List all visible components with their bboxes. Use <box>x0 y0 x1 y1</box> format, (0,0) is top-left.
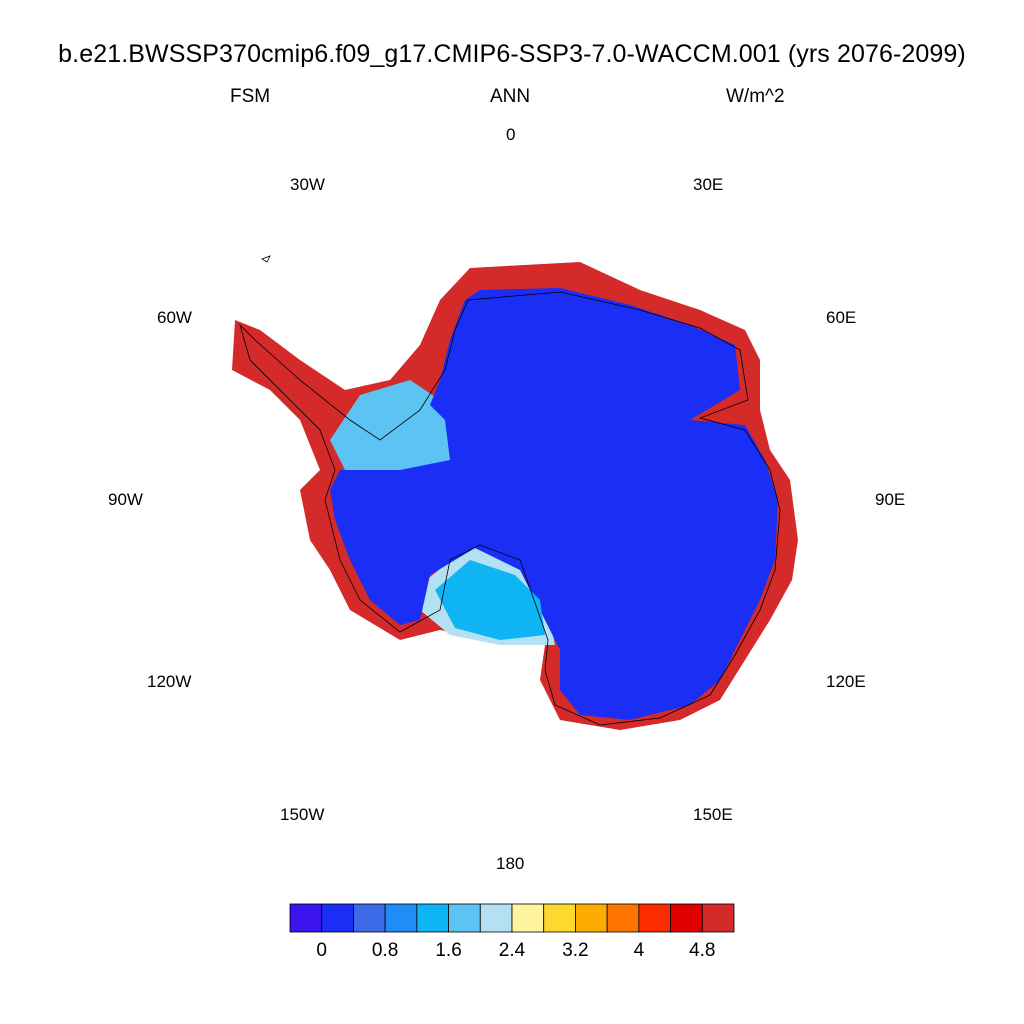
variable-label: FSM <box>230 86 271 107</box>
colorbar-box <box>511 903 545 933</box>
colorbar-tick-label: 4.8 <box>689 940 715 961</box>
colorbar-box <box>416 903 449 933</box>
colorbar-box <box>479 903 513 933</box>
ice-sheet-interior <box>330 288 778 720</box>
units-label: W/m^2 <box>726 86 785 107</box>
island-outline <box>261 255 271 263</box>
lon-label-150w: 150W <box>280 805 325 824</box>
colorbar-box <box>448 903 481 933</box>
lon-label-30e: 30E <box>693 175 724 194</box>
colorbar-box <box>321 903 354 933</box>
colorbar-tick-label: 0.8 <box>372 940 398 961</box>
coastline <box>239 291 781 726</box>
lon-label-60w: 60W <box>157 308 192 327</box>
lon-label-60e: 60E <box>826 308 857 327</box>
colorbar-box <box>289 903 323 933</box>
lon-label-150e: 150E <box>693 805 733 824</box>
colorbar-box <box>575 903 608 933</box>
lon-label-0: 0 <box>506 125 516 144</box>
colorbar-tick-label: 1.6 <box>435 940 461 961</box>
lon-label-90e: 90E <box>875 490 906 509</box>
colorbar-box <box>638 903 671 933</box>
season-label: ANN <box>490 86 531 107</box>
colorbar-tick-label: 0 <box>316 940 327 961</box>
colorbar-box <box>606 903 640 933</box>
colorbar-box <box>543 903 576 933</box>
lon-label-120e: 120E <box>826 672 866 691</box>
colorbar-box <box>670 903 703 933</box>
plot-title: b.e21.BWSSP370cmip6.f09_g17.CMIP6-SSP3-7… <box>58 40 966 68</box>
colorbar-tick-label: 3.2 <box>562 940 588 961</box>
colorbar-tick-label: 2.4 <box>499 940 526 961</box>
colorbar-box <box>384 903 418 933</box>
lon-label-120w: 120W <box>147 672 192 691</box>
ross-shelf-detail <box>435 560 545 640</box>
lon-label-90w: 90W <box>108 490 143 509</box>
lon-label-30w: 30W <box>290 175 325 194</box>
lon-label-180: 180 <box>496 854 525 873</box>
colorbar-tick-label: 4 <box>634 940 645 961</box>
colorbar-box <box>353 903 386 933</box>
peninsula-shelf <box>330 380 455 480</box>
colorbar-box <box>701 903 735 933</box>
